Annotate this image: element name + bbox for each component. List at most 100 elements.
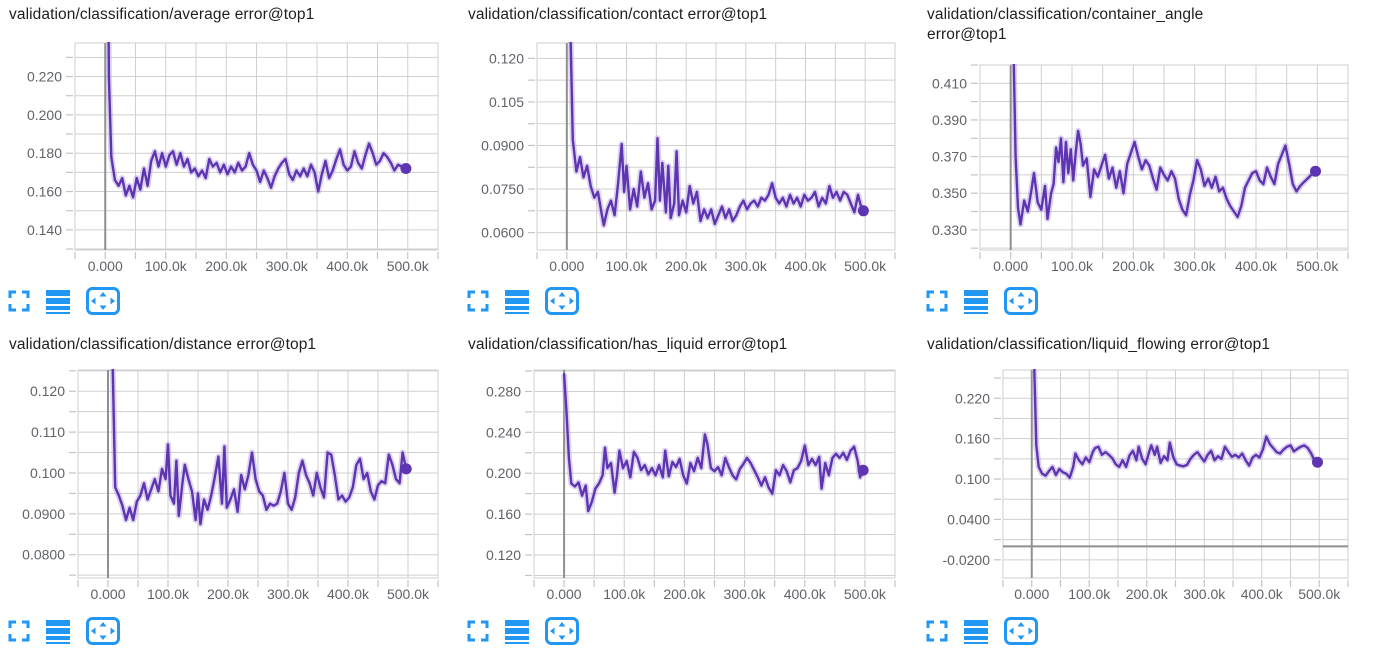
fit-domain-to-data-icon bbox=[545, 617, 579, 645]
view-data-button[interactable] bbox=[964, 289, 988, 314]
chart-card-average: validation/classification/average error@… bbox=[0, 0, 459, 322]
svg-text:500.0k: 500.0k bbox=[387, 258, 430, 274]
chart-title: validation/classification/distance error… bbox=[9, 335, 431, 355]
svg-text:0.160: 0.160 bbox=[955, 431, 990, 447]
chart-card-container-angle: validation/classification/container_angl… bbox=[918, 0, 1376, 322]
chart-title-line: validation/classification/contact error@… bbox=[468, 6, 768, 23]
svg-text:0.120: 0.120 bbox=[30, 383, 65, 399]
scalar-line-chart[interactable]: 0.120 0.160 0.200 0.240 0.280 0.000 100.0k 200.… bbox=[459, 330, 918, 612]
scalar-line-chart[interactable]: -0.0200 0.0400 0.100 0.160 0.220 0.000 100.0k 2… bbox=[918, 330, 1376, 612]
svg-text:0.0800: 0.0800 bbox=[22, 547, 65, 563]
data-series-lines-icon bbox=[505, 619, 529, 644]
svg-text:100.0k: 100.0k bbox=[145, 258, 188, 274]
fullscreen-icon bbox=[467, 620, 489, 642]
scalar-line-chart[interactable]: 0.0800 0.0900 0.100 0.110 0.120 0.000 100.0k 20… bbox=[0, 330, 459, 612]
svg-text:0.110: 0.110 bbox=[31, 424, 65, 440]
svg-text:300.0k: 300.0k bbox=[725, 258, 768, 274]
fit-domain-button[interactable] bbox=[86, 287, 120, 315]
view-data-button[interactable] bbox=[505, 289, 529, 314]
svg-text:0.000: 0.000 bbox=[90, 586, 125, 602]
svg-text:0.120: 0.120 bbox=[489, 50, 524, 66]
chart-card-contact: validation/classification/contact error@… bbox=[459, 0, 918, 322]
svg-text:200.0k: 200.0k bbox=[1126, 586, 1169, 602]
svg-text:0.200: 0.200 bbox=[27, 107, 62, 123]
svg-text:200.0k: 200.0k bbox=[663, 586, 706, 602]
svg-text:0.100: 0.100 bbox=[30, 465, 65, 481]
svg-text:400.0k: 400.0k bbox=[1235, 258, 1278, 274]
data-series-lines-icon bbox=[46, 289, 70, 314]
fit-domain-to-data-icon bbox=[545, 287, 579, 315]
svg-text:500.0k: 500.0k bbox=[844, 258, 887, 274]
chart-title-line: validation/classification/distance error… bbox=[9, 336, 317, 353]
view-data-button[interactable] bbox=[964, 619, 988, 644]
svg-text:0.280: 0.280 bbox=[486, 383, 521, 399]
chart-toolbar bbox=[467, 616, 579, 646]
scalar-line-chart[interactable]: 0.140 0.160 0.180 0.200 0.220 0.000 100.0k 200.… bbox=[0, 0, 459, 282]
svg-text:300.0k: 300.0k bbox=[724, 586, 767, 602]
fullscreen-icon bbox=[8, 620, 30, 642]
svg-text:0.0400: 0.0400 bbox=[947, 511, 990, 527]
expand-chart-button[interactable] bbox=[467, 290, 489, 312]
chart-title: validation/classification/container_angl… bbox=[927, 5, 1349, 45]
svg-text:0.140: 0.140 bbox=[27, 222, 62, 238]
view-data-button[interactable] bbox=[46, 619, 70, 644]
svg-text:100.0k: 100.0k bbox=[1051, 258, 1094, 274]
final-point-marker bbox=[1310, 165, 1321, 177]
svg-text:0.105: 0.105 bbox=[489, 94, 524, 110]
fit-domain-button[interactable] bbox=[86, 617, 120, 645]
fit-domain-button[interactable] bbox=[545, 617, 579, 645]
svg-text:400.0k: 400.0k bbox=[326, 258, 369, 274]
svg-text:0.160: 0.160 bbox=[27, 184, 62, 200]
svg-text:-0.0200: -0.0200 bbox=[943, 552, 991, 568]
svg-text:400.0k: 400.0k bbox=[1241, 586, 1284, 602]
chart-toolbar bbox=[8, 616, 120, 646]
scalar-line-chart[interactable]: 0.330 0.350 0.370 0.390 0.410 0.000 100.0k 200.… bbox=[918, 0, 1376, 282]
scalar-line-chart[interactable]: 0.0600 0.0750 0.0900 0.105 0.120 0.000 100.0k 2… bbox=[459, 0, 918, 282]
svg-text:400.0k: 400.0k bbox=[784, 586, 827, 602]
svg-text:0.120: 0.120 bbox=[486, 547, 521, 563]
svg-text:0.0900: 0.0900 bbox=[481, 137, 524, 153]
expand-chart-button[interactable] bbox=[8, 290, 30, 312]
final-point-marker bbox=[400, 463, 412, 475]
svg-text:0.410: 0.410 bbox=[932, 75, 967, 91]
final-point-marker bbox=[857, 464, 869, 476]
svg-text:400.0k: 400.0k bbox=[784, 258, 827, 274]
svg-text:200.0k: 200.0k bbox=[207, 586, 250, 602]
chart-title: validation/classification/average error@… bbox=[9, 5, 431, 25]
svg-text:0.0600: 0.0600 bbox=[481, 225, 524, 241]
chart-title-line: validation/classification/container_angl… bbox=[927, 6, 1204, 23]
svg-text:0.000: 0.000 bbox=[547, 586, 582, 602]
fit-domain-button[interactable] bbox=[1004, 617, 1038, 645]
fit-domain-to-data-icon bbox=[1004, 287, 1038, 315]
fit-domain-to-data-icon bbox=[86, 617, 120, 645]
svg-text:0.000: 0.000 bbox=[549, 258, 584, 274]
fullscreen-icon bbox=[926, 620, 948, 642]
chart-toolbar bbox=[926, 286, 1038, 316]
expand-chart-button[interactable] bbox=[8, 620, 30, 642]
svg-text:0.0750: 0.0750 bbox=[481, 181, 524, 197]
expand-chart-button[interactable] bbox=[926, 620, 948, 642]
svg-text:300.0k: 300.0k bbox=[266, 258, 309, 274]
view-data-button[interactable] bbox=[46, 289, 70, 314]
svg-text:0.350: 0.350 bbox=[932, 185, 967, 201]
final-point-marker bbox=[1312, 456, 1323, 468]
chart-title: validation/classification/has_liquid err… bbox=[468, 335, 890, 355]
final-point-marker bbox=[400, 163, 412, 174]
fullscreen-icon bbox=[467, 290, 489, 312]
fit-domain-button[interactable] bbox=[545, 287, 579, 315]
chart-card-liquid-flowing: validation/classification/liquid_flowing… bbox=[918, 330, 1376, 652]
svg-text:300.0k: 300.0k bbox=[1183, 586, 1226, 602]
fit-domain-to-data-icon bbox=[1004, 617, 1038, 645]
view-data-button[interactable] bbox=[505, 619, 529, 644]
expand-chart-button[interactable] bbox=[926, 290, 948, 312]
chart-title-line: validation/classification/has_liquid err… bbox=[468, 336, 788, 353]
data-series-lines-icon bbox=[505, 289, 529, 314]
data-series-lines-icon bbox=[964, 289, 988, 314]
svg-text:0.000: 0.000 bbox=[1014, 586, 1049, 602]
svg-text:0.330: 0.330 bbox=[932, 222, 967, 238]
svg-text:400.0k: 400.0k bbox=[327, 586, 370, 602]
fit-domain-button[interactable] bbox=[1004, 287, 1038, 315]
expand-chart-button[interactable] bbox=[467, 620, 489, 642]
svg-text:0.220: 0.220 bbox=[955, 390, 990, 406]
fullscreen-icon bbox=[926, 290, 948, 312]
